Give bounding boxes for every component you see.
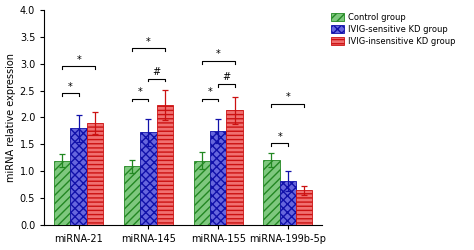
Text: *: * <box>68 82 73 92</box>
Bar <box>140 132 156 226</box>
Bar <box>296 190 312 226</box>
Text: *: * <box>216 49 220 59</box>
Text: #: # <box>222 72 230 83</box>
Bar <box>87 123 103 226</box>
Legend: Control group, IVIG-sensitive KD group, IVIG-insensitive KD group: Control group, IVIG-sensitive KD group, … <box>329 12 457 48</box>
Bar <box>210 131 227 226</box>
Bar <box>71 128 87 226</box>
Bar <box>124 166 140 226</box>
Text: *: * <box>146 37 151 47</box>
Bar <box>227 110 243 226</box>
Bar <box>263 160 280 226</box>
Text: #: # <box>153 67 161 77</box>
Text: *: * <box>277 132 282 142</box>
Text: *: * <box>285 92 290 102</box>
Text: *: * <box>138 87 143 97</box>
Text: *: * <box>76 54 81 64</box>
Bar <box>193 161 210 226</box>
Bar <box>54 161 71 226</box>
Bar <box>280 181 296 226</box>
Y-axis label: miRNA relative expression: miRNA relative expression <box>6 53 16 182</box>
Bar <box>156 105 173 226</box>
Text: *: * <box>208 87 212 97</box>
